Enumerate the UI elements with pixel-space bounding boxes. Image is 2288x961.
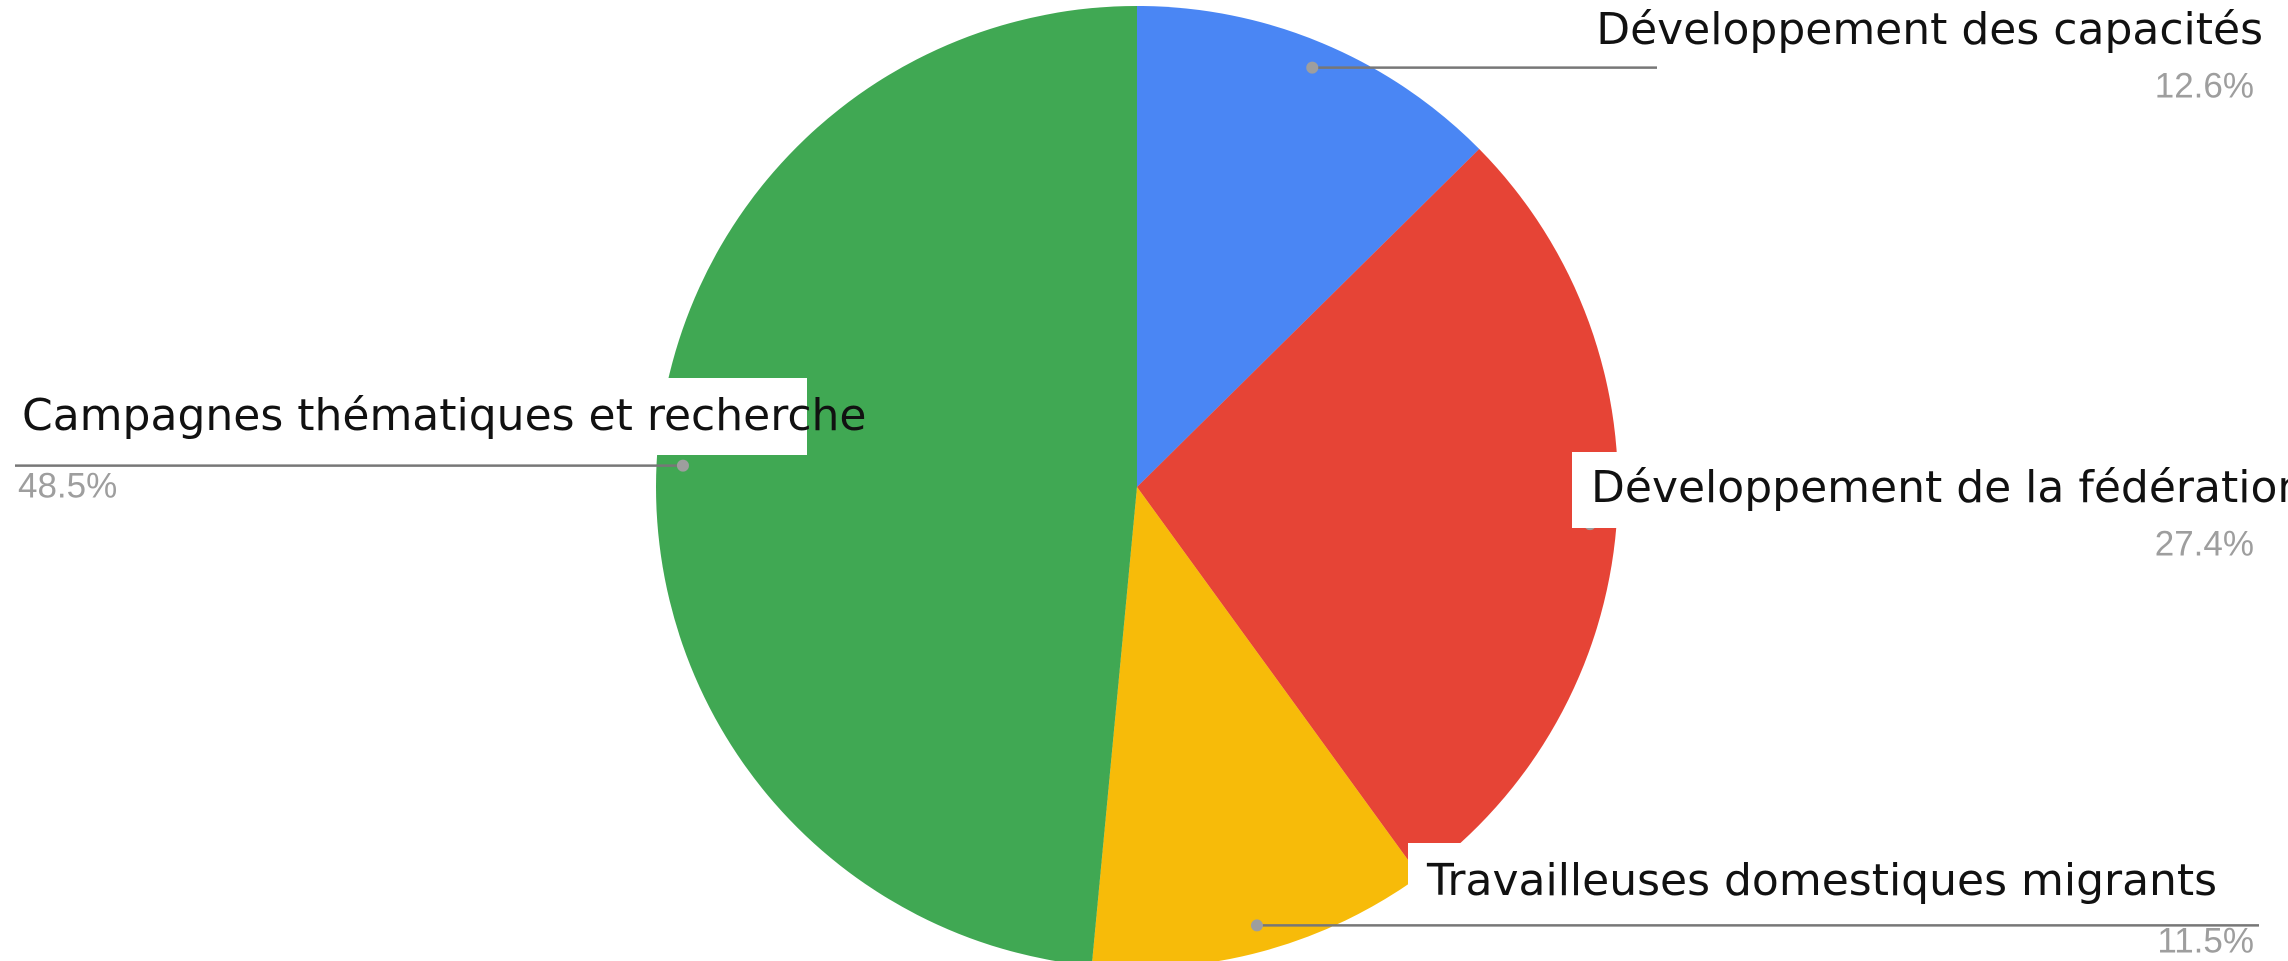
slice-label: Campagnes thématiques et recherche: [22, 390, 866, 441]
pie-slice: [1092, 487, 1420, 961]
pie-slice: [656, 6, 1137, 961]
slice-percent: 48.5%: [18, 466, 117, 505]
label-box: [15, 378, 807, 455]
label-box: [1572, 452, 2244, 528]
slice-label: Travailleuses domestiques migrants: [1426, 855, 2217, 906]
leader-dot: [1306, 61, 1319, 74]
pie-slice: [1137, 6, 1480, 487]
slice-percent: 27.4%: [2155, 524, 2254, 563]
slice-percent: 12.6%: [2155, 66, 2254, 105]
leader-dot: [1250, 919, 1263, 932]
pie-slice: [1137, 149, 1618, 877]
leader-dot: [676, 459, 689, 472]
slice-label: Développement des capacités: [1596, 4, 2263, 55]
slice-percent: 11.5%: [2157, 921, 2254, 960]
label-box: [1408, 843, 2141, 917]
slice-label: Développement de la fédération: [1591, 462, 2288, 513]
